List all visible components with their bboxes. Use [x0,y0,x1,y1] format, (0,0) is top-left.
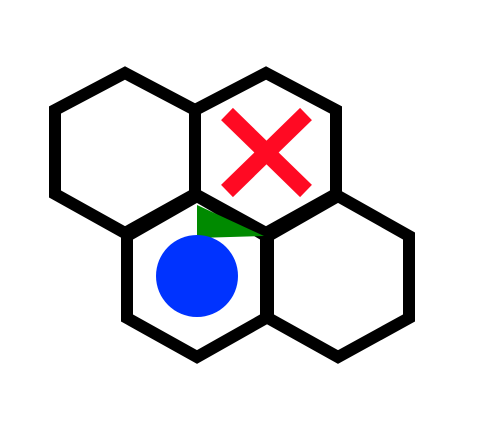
goal-x-stroke-2 [221,107,312,198]
goal-x-icon [221,107,312,198]
agent-view-cone-icon [197,205,264,238]
hex-cell-bottom-right[interactable] [262,189,415,364]
agent-circle-icon [156,235,238,317]
